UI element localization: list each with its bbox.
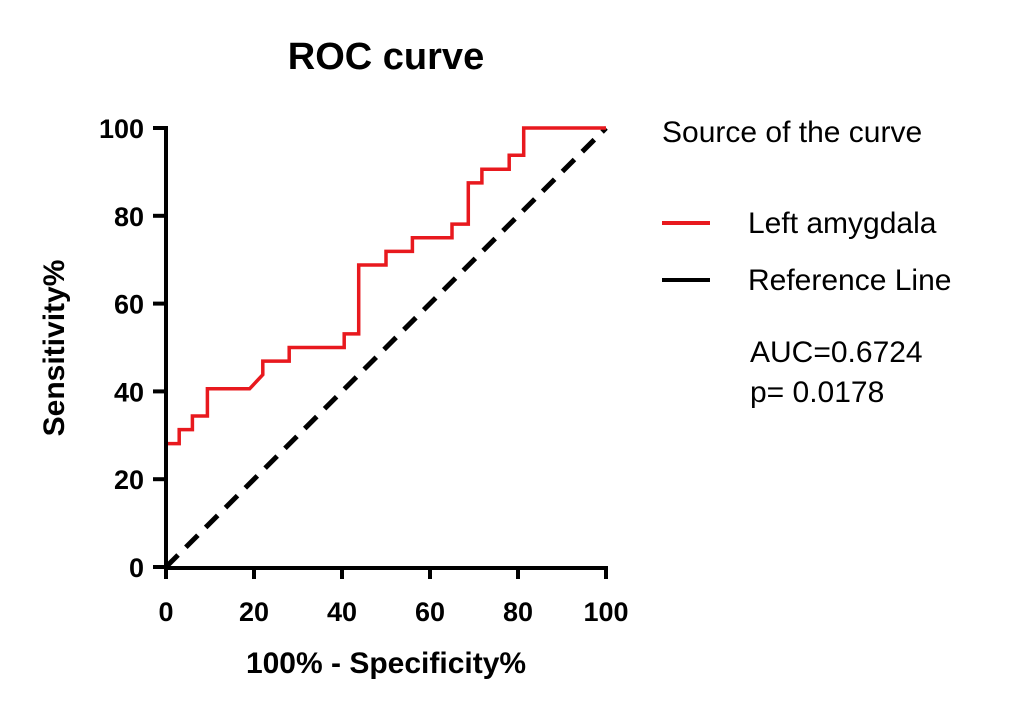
series-layer (164, 126, 608, 569)
legend-title: Source of the curve (662, 116, 922, 149)
legend-label-reference-line: Reference Line (748, 264, 951, 297)
auc-annotation: AUC=0.6724 (750, 336, 923, 369)
x-tick-label-100: 100 (583, 597, 628, 627)
x-tick-label-80: 80 (503, 597, 533, 627)
x-axis-title: 100% - Specificity% (246, 647, 526, 680)
x-tick-label-40: 40 (327, 597, 357, 627)
y-tick-label-20: 20 (114, 465, 144, 495)
legend: Source of the curve Left amygdala Refere… (662, 116, 951, 297)
y-ticks: 0 20 40 60 80 100 (99, 114, 166, 583)
series-line-left-amygdala (164, 126, 606, 567)
y-tick-label-0: 0 (129, 553, 144, 583)
y-tick-label-100: 100 (99, 114, 144, 144)
chart-title: ROC curve (288, 36, 484, 78)
y-axis-title: Sensitivity% (38, 260, 71, 437)
x-ticks: 0 20 40 60 80 100 (158, 567, 629, 627)
p-value-annotation: p= 0.0178 (750, 376, 884, 409)
y-tick-label-40: 40 (114, 377, 144, 407)
series-line-reference-line (164, 126, 608, 569)
x-tick-label-20: 20 (239, 597, 269, 627)
x-tick-label-60: 60 (415, 597, 445, 627)
y-tick-label-60: 60 (114, 290, 144, 320)
x-tick-label-0: 0 (158, 597, 173, 627)
legend-label-left-amygdala: Left amygdala (748, 207, 937, 240)
y-tick-label-80: 80 (114, 202, 144, 232)
